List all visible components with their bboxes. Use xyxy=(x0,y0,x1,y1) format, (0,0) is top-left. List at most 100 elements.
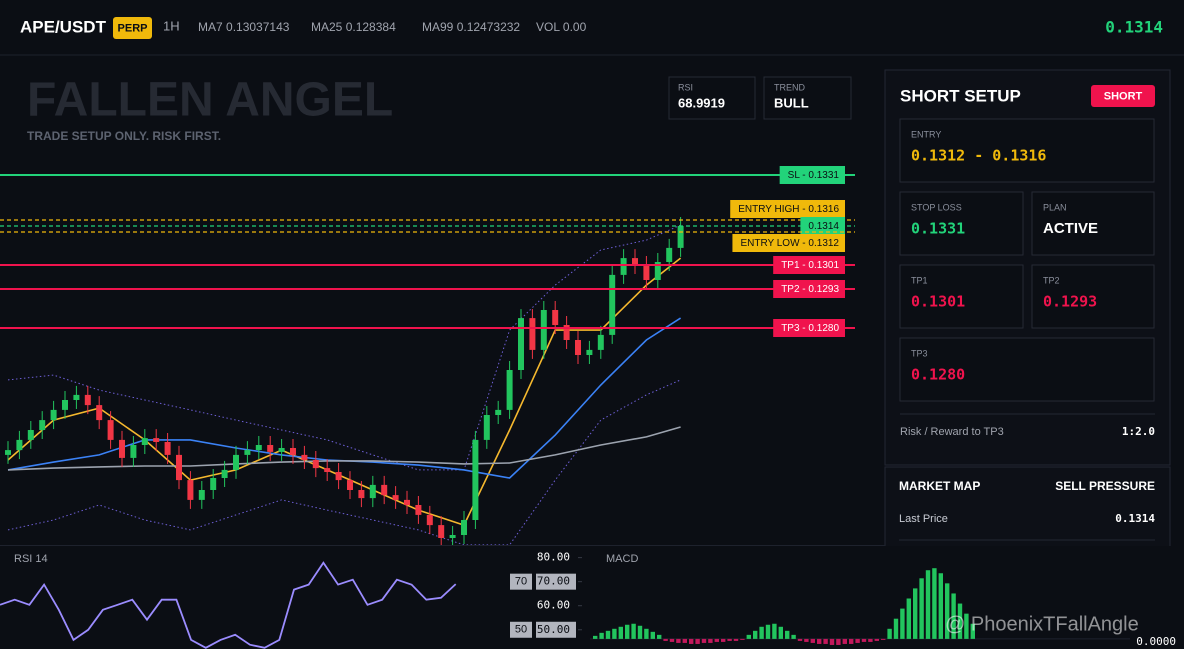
macd-bar xyxy=(772,623,777,639)
macd-bar xyxy=(618,626,623,639)
setup-card-value: ACTIVE xyxy=(1043,220,1098,237)
y-tick-label: 80.00 xyxy=(537,551,570,564)
setup-card-label: STOP LOSS xyxy=(911,202,962,212)
macd-bar xyxy=(708,638,713,643)
macd-bar xyxy=(938,573,943,639)
watermark-title: FALLEN ANGEL xyxy=(27,74,393,127)
macd-bar xyxy=(625,624,630,639)
candle-body xyxy=(255,445,262,451)
macd-bar xyxy=(836,638,841,645)
setup-card-value: 0.1312 - 0.1316 xyxy=(911,147,1046,165)
macd-bar xyxy=(906,598,911,639)
candle-body xyxy=(392,495,399,500)
macd-bar xyxy=(721,638,726,642)
readout-value: 0.13037143 xyxy=(226,20,290,34)
level-label: ENTRY LOW - 0.1312 xyxy=(740,238,839,249)
macd-bar xyxy=(964,613,969,639)
setup-card xyxy=(1031,264,1155,329)
candle-body xyxy=(438,525,445,538)
candle-body xyxy=(358,490,365,499)
macd-bar xyxy=(650,631,655,639)
setup-card-label: PLAN xyxy=(1043,202,1067,212)
candle-body xyxy=(335,472,342,481)
indicator-label: RSI xyxy=(678,82,693,92)
candle-body xyxy=(495,409,502,415)
y-tick-label: 50.00 xyxy=(537,623,570,636)
candle-body xyxy=(620,258,627,275)
market-panel xyxy=(884,466,1171,548)
level-label-bg xyxy=(730,200,845,218)
rsi-title: RSI 14 xyxy=(14,553,48,565)
candle-body xyxy=(529,318,536,350)
candle-body xyxy=(27,430,34,440)
candle-body xyxy=(347,480,353,490)
macd-bar xyxy=(797,638,803,641)
macd-bar xyxy=(746,634,751,639)
indicator-label: TREND xyxy=(774,82,805,92)
candle-body xyxy=(210,478,217,490)
candle-body xyxy=(39,420,46,430)
level-label-bg xyxy=(732,234,845,252)
macd-bar xyxy=(785,630,790,639)
setup-card-value: 0.1280 xyxy=(911,366,965,384)
macd-bar xyxy=(957,603,963,639)
candle-body xyxy=(575,340,581,355)
candle-body xyxy=(449,535,456,538)
indicator-value: BULL xyxy=(774,95,809,110)
level-label: ENTRY HIGH - 0.1316 xyxy=(738,204,839,215)
candle-body xyxy=(666,247,673,262)
candle-body xyxy=(563,325,570,340)
macd-bar xyxy=(765,624,771,639)
macd-bar xyxy=(849,638,854,644)
level-label: 0.1314 xyxy=(808,221,839,232)
candle-body xyxy=(62,400,68,410)
macd-bar xyxy=(759,626,764,639)
macd-bar xyxy=(925,570,931,639)
candle-body xyxy=(244,450,251,455)
rr-value: 1:2.0 xyxy=(1122,425,1155,438)
candle-body xyxy=(267,445,274,452)
readout: VOL 0.00 xyxy=(536,20,587,34)
level-label: TP3 - 0.1280 xyxy=(781,323,839,334)
readout: MA25 0.128384 xyxy=(311,20,396,34)
y-tick-label: 0.0000 xyxy=(1136,635,1176,648)
macd-bar xyxy=(893,618,899,639)
market-row-label: Last Price xyxy=(899,513,948,525)
rr-label: Risk / Reward to TP3 xyxy=(900,426,1004,438)
rsi-chart: 80.00 70.00 60.00 50.00 70 50 xyxy=(0,551,582,649)
levels: SL - 0.1331 ENTRY HIGH - 0.1316 0.1314 ENTR… xyxy=(0,166,855,337)
candle-body xyxy=(552,310,559,325)
macd-bar xyxy=(599,632,604,639)
level-label-bg xyxy=(779,166,845,184)
level-box xyxy=(510,621,532,638)
candle-body xyxy=(654,262,661,280)
macd-bar xyxy=(689,638,694,644)
candle-body xyxy=(130,445,137,458)
candle-body xyxy=(506,370,513,410)
candle-body xyxy=(426,514,433,526)
indicator-box xyxy=(763,76,852,120)
macd-bar xyxy=(919,578,924,639)
candle-body xyxy=(632,258,638,265)
readout: MA99 0.12473232 xyxy=(422,20,520,34)
readout: MA7 0.13037143 xyxy=(198,20,290,34)
macd-bar xyxy=(714,638,719,642)
interval: 1H xyxy=(163,18,180,33)
readout-label: MA7 xyxy=(198,20,223,34)
setup-title: SHORT SETUP xyxy=(900,86,1021,105)
level-label-bg xyxy=(773,280,845,298)
level-label: SL - 0.1331 xyxy=(788,170,840,181)
level-label-bg xyxy=(773,319,845,337)
candle-body xyxy=(5,450,11,455)
band-line xyxy=(7,224,681,471)
y-tick-bg xyxy=(536,573,576,590)
macd-bar xyxy=(861,638,867,642)
setup-card xyxy=(899,264,1024,329)
macd-bar xyxy=(817,638,822,644)
candle-body xyxy=(472,439,479,520)
macd-bar xyxy=(868,638,873,642)
candle-body xyxy=(643,265,650,280)
candle-body xyxy=(176,454,182,481)
